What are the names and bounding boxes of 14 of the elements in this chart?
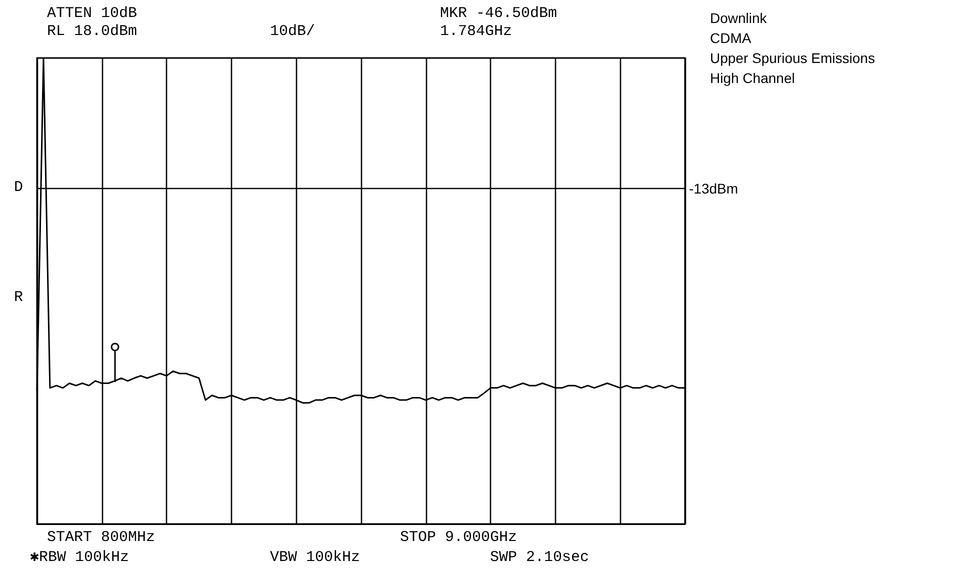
- ref-line-label: -13dBm: [689, 180, 738, 196]
- text: VBW 100kHz: [270, 549, 360, 566]
- text: START 800MHz: [47, 529, 156, 546]
- text: MKR -46.50dBm: [440, 5, 558, 22]
- text: SWP 2.10sec: [490, 549, 590, 566]
- text: Downlink CDMA Upper Spurious Emissions High Channel: [710, 10, 875, 86]
- text: STOP 9.000GHz: [400, 529, 518, 546]
- text: 10dB/: [270, 23, 316, 40]
- text: 1.784GHz: [440, 23, 512, 40]
- text: R: [14, 289, 24, 306]
- text: ATTEN 10dB: [47, 5, 138, 22]
- text: ✱RBW 100kHz: [30, 549, 130, 566]
- text: D: [14, 179, 24, 196]
- text: RL 18.0dBm: [47, 23, 138, 40]
